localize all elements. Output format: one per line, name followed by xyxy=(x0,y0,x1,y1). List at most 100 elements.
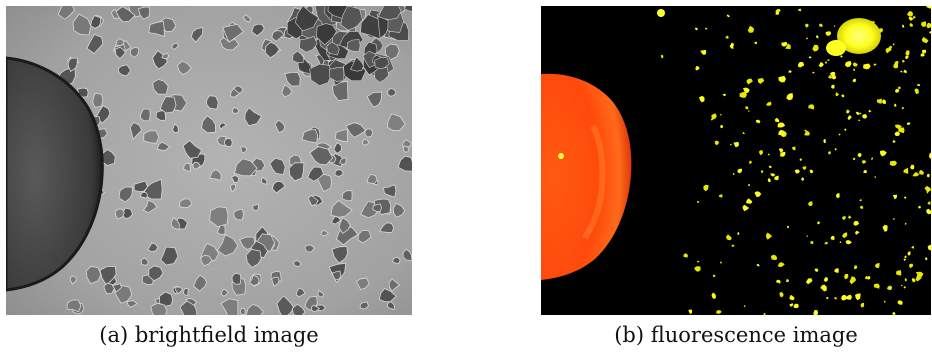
fluorescence-cell xyxy=(885,46,892,54)
fluorescence-cell xyxy=(746,78,753,85)
fluorescence-cell xyxy=(817,221,821,225)
brightfield-cell xyxy=(347,39,361,52)
brightfield-cell xyxy=(317,289,325,298)
fluorescence-cell xyxy=(838,133,841,136)
brightfield-cell xyxy=(359,301,369,310)
fluorescence-cell xyxy=(748,110,750,112)
fluorescence-cell xyxy=(799,158,803,161)
brightfield-cell xyxy=(220,298,239,315)
fluorescence-cell xyxy=(818,62,824,68)
fluorescence-cell xyxy=(756,263,760,267)
brightfield-cell xyxy=(304,244,315,253)
brightfield-cell xyxy=(288,162,305,182)
fluorescence-cell xyxy=(726,14,730,18)
fluorescence-cell xyxy=(873,63,877,66)
brightfield-cell xyxy=(383,184,397,198)
fluorescence-cell xyxy=(712,274,716,278)
fluorescence-cell xyxy=(720,124,723,129)
fluorescence-cell xyxy=(767,178,771,182)
brightfield-cell xyxy=(209,169,222,181)
brightfield-cell xyxy=(366,91,383,108)
brightfield-cell xyxy=(133,180,149,193)
fluorescence-cell xyxy=(910,164,915,170)
brightfield-cell xyxy=(292,50,304,64)
fluorescence-cell xyxy=(889,160,898,166)
brightfield-cell xyxy=(362,50,377,68)
fluorescence-cell xyxy=(726,234,732,241)
fluorescence-cell xyxy=(912,15,916,19)
fluorescence-cell xyxy=(862,114,868,119)
fluorescence-cell xyxy=(925,257,928,261)
fluorescence-cell xyxy=(863,63,871,70)
fluorescence-cell xyxy=(855,230,860,235)
fluorescence-cell xyxy=(778,148,784,153)
brightfield-cell xyxy=(223,137,233,147)
fluorescence-cell xyxy=(747,184,751,187)
brightfield-cell xyxy=(232,106,240,114)
fluorescence-cell xyxy=(904,278,907,282)
brightfield-cell xyxy=(341,190,353,202)
fluorescence-cell xyxy=(853,265,858,270)
fluorescence-cell xyxy=(743,87,750,94)
brightfield-cell xyxy=(384,43,400,61)
brightfield-cell xyxy=(295,287,306,298)
fluorescence-cell xyxy=(929,31,931,34)
brightfield-cell xyxy=(357,230,372,244)
fluorescence-cell xyxy=(763,313,766,315)
fluorescence-cell xyxy=(780,151,786,157)
fluorescence-cell xyxy=(789,294,795,301)
fluorescence-cell xyxy=(906,122,911,125)
brightfield-cell xyxy=(233,208,244,221)
brightfield-cell xyxy=(251,23,265,37)
fluorescence-cell xyxy=(901,284,903,287)
fluorescence-cell xyxy=(905,55,909,60)
fluorescence-cell xyxy=(660,54,664,59)
brightfield-cell xyxy=(360,14,381,40)
brightfield-cell xyxy=(334,169,344,177)
brightfield-cell xyxy=(328,66,345,82)
brightfield-cell xyxy=(179,300,198,315)
fluorescence-cell xyxy=(808,201,813,207)
fluorescence-cell xyxy=(733,141,740,148)
fluorescence-cell xyxy=(857,152,862,158)
fluorescence-cell xyxy=(777,262,785,268)
brightfield-cell xyxy=(118,186,133,203)
fluorescence-cell xyxy=(911,277,916,283)
brightfield-cell xyxy=(156,141,171,151)
brightfield-cell xyxy=(334,128,348,143)
brightfield-cell xyxy=(316,173,333,193)
brightfield-cell xyxy=(178,198,193,209)
brightfield-cell xyxy=(326,41,340,56)
fluorescence-cell xyxy=(788,70,792,73)
brightfield-cell xyxy=(69,275,78,285)
fluorescence-cell xyxy=(892,139,896,143)
fluorescence-cell xyxy=(696,200,700,203)
fluorescence-cell xyxy=(926,22,931,29)
fluorescence-cell xyxy=(694,27,698,31)
fluorescence-cell xyxy=(777,122,786,128)
fluorescence-cell xyxy=(852,78,857,83)
brightfield-cell xyxy=(388,278,401,292)
brightfield-cell xyxy=(150,302,168,315)
fluorescence-cell xyxy=(747,25,755,33)
fluorescence-cell xyxy=(853,157,856,161)
brightfield-cell xyxy=(332,81,349,101)
fluorescence-cell xyxy=(894,131,900,137)
fluorescence-cell xyxy=(810,241,814,245)
fluorescence-cell xyxy=(786,93,793,101)
fluorescence-cell xyxy=(847,115,852,121)
brightfield-cell xyxy=(114,208,125,220)
fluorescence-cell xyxy=(864,275,869,280)
fluorescence-cell xyxy=(892,312,896,315)
brightfield-cell xyxy=(401,139,412,148)
fluorescence-cell xyxy=(828,151,831,155)
brightfield-cell xyxy=(269,157,286,176)
fluorescence-cell xyxy=(894,124,902,130)
fluorescence-cell xyxy=(694,266,701,272)
fluorescence-cell xyxy=(813,310,819,315)
fluorescence-cell xyxy=(774,175,779,181)
fluorescence-cell xyxy=(743,305,746,307)
fluorescence-cell xyxy=(921,36,929,44)
fluorescence-cell xyxy=(842,232,848,239)
brightfield-cell xyxy=(174,286,184,295)
